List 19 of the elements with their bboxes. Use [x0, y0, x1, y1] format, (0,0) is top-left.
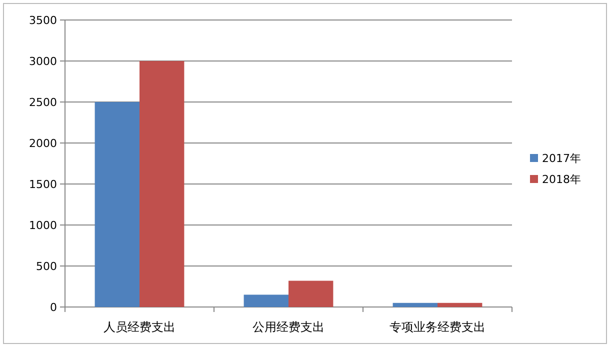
y-tick-label: 2500: [29, 96, 57, 109]
legend-label: 2018年: [542, 173, 581, 186]
y-tick-label: 3500: [29, 14, 57, 27]
legend-label: 2017年: [542, 152, 581, 165]
bar: [244, 294, 288, 307]
y-tick-label: 3000: [29, 55, 57, 68]
x-tick-label: 专项业务经费支出: [390, 320, 486, 334]
y-tick-label: 1500: [29, 178, 57, 191]
y-tick-label: 1000: [29, 219, 57, 232]
bar: [438, 302, 482, 307]
x-tick-label: 人员经费支出: [104, 320, 176, 334]
x-tick-label: 公用经费支出: [252, 320, 324, 334]
bar: [140, 61, 184, 307]
y-tick-label: 0: [50, 301, 57, 314]
y-tick-label: 2000: [29, 137, 57, 150]
bar: [288, 280, 334, 307]
bar: [392, 302, 438, 307]
bar: [94, 102, 140, 307]
y-tick-label: 500: [36, 260, 57, 273]
